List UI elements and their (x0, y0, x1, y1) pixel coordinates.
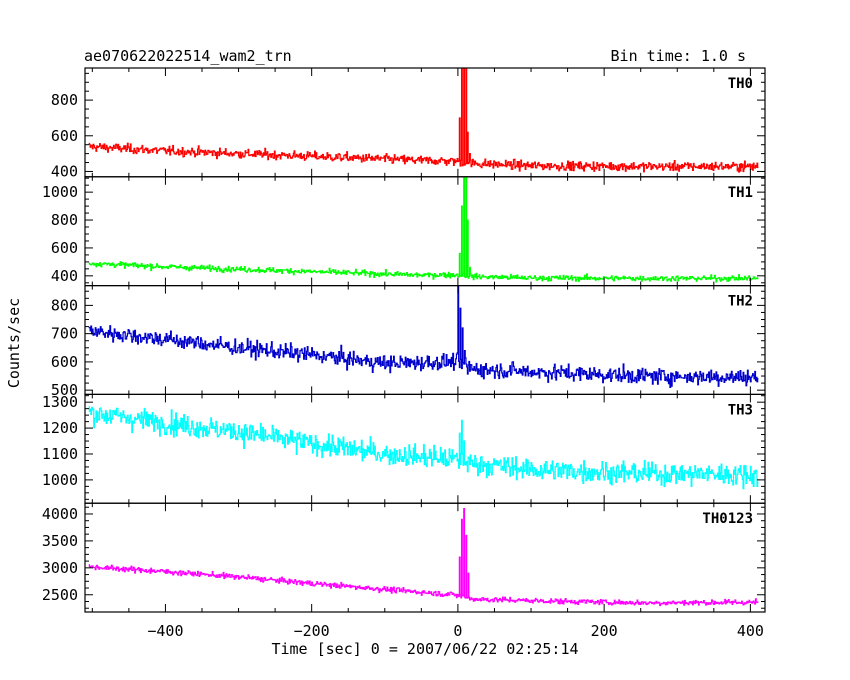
y-tick-label: 4000 (42, 505, 78, 523)
bin-time-label: Bin time: 1.0 s (611, 47, 746, 65)
y-axis-label: Counts/sec (5, 298, 23, 388)
y-tick-label: 400 (51, 162, 78, 180)
panel-th2: 500 600 700 800 TH2 (51, 285, 766, 399)
series-th0 (88, 68, 759, 173)
y-tick-label: 2500 (42, 586, 78, 604)
panel-frame (84, 393, 766, 504)
chart-title: ae070622022514_wam2_trn (84, 47, 292, 65)
y-tick-label: 1000 (42, 471, 78, 489)
y-tick-label: 1300 (42, 393, 78, 411)
panel-stack: 400 600 800 TH0 400 600 800 1000 TH1 500 600 700 800… (42, 67, 766, 640)
y-tick-label: 600 (51, 353, 78, 371)
y-tick-label: 700 (51, 325, 78, 343)
y-tick-label: 400 (51, 267, 78, 285)
panel-label: TH1 (728, 185, 753, 201)
panel-label: TH0 (728, 76, 753, 92)
panel-label: TH3 (728, 402, 753, 418)
panel-label: TH2 (728, 294, 753, 310)
x-tick-label: 0 (453, 622, 462, 640)
panel-th3: 1000 1100 1200 1300 TH3 (42, 393, 766, 504)
x-tick-label: 400 (737, 622, 764, 640)
series-th2 (88, 285, 759, 388)
y-tick-label: 1100 (42, 445, 78, 463)
y-tick-label: 600 (51, 127, 78, 145)
y-tick-label: 600 (51, 239, 78, 257)
y-tick-label: 3500 (42, 532, 78, 550)
y-tick-label: 1000 (42, 183, 78, 201)
x-axis-label: Time [sec] 0 = 2007/06/22 02:25:14 (271, 640, 578, 658)
panel-frame (84, 502, 766, 613)
y-tick-label: 500 (51, 381, 78, 399)
x-tick-label: 200 (591, 622, 618, 640)
y-tick-label: 800 (51, 91, 78, 109)
y-tick-label: 3000 (42, 559, 78, 577)
series-th3 (88, 406, 759, 490)
panel-label: TH0123 (702, 511, 753, 527)
x-tick-label: −200 (294, 622, 330, 640)
y-tick-label: 800 (51, 296, 78, 314)
panel-th1: 400 600 800 1000 TH1 (42, 176, 766, 287)
panel-th0123: 2500 3000 3500 4000 TH0123 (42, 502, 766, 613)
y-tick-label: 800 (51, 211, 78, 229)
y-tick-label: 1200 (42, 419, 78, 437)
panel-frame (84, 67, 766, 178)
x-tick-label: −400 (147, 622, 183, 640)
series-th0123 (88, 507, 759, 607)
panel-th0: 400 600 800 TH0 (51, 67, 766, 180)
series-th1 (88, 176, 759, 283)
